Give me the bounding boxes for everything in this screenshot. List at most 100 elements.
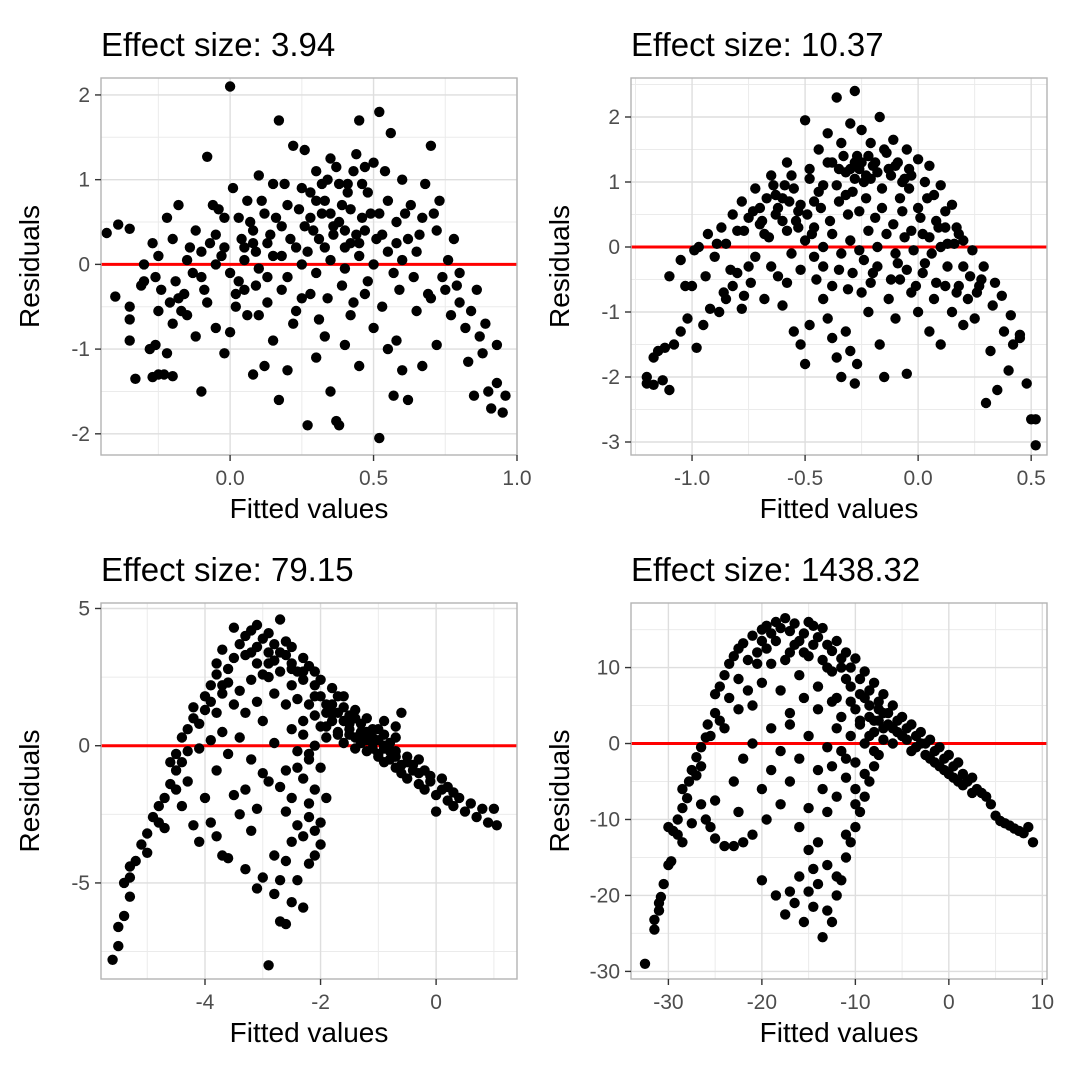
data-point xyxy=(981,791,992,802)
data-point xyxy=(817,622,828,634)
data-point xyxy=(282,199,293,211)
y-axis-title: Residuals xyxy=(14,730,45,853)
data-point xyxy=(803,886,814,897)
data-point xyxy=(176,757,188,768)
data-point xyxy=(919,258,931,269)
data-point xyxy=(199,284,210,295)
data-point xyxy=(388,390,399,401)
data-point xyxy=(362,187,373,198)
data-point xyxy=(296,182,307,194)
data-point xyxy=(434,195,445,206)
data-point xyxy=(728,651,739,662)
data-point xyxy=(850,704,861,715)
data-point xyxy=(943,768,954,780)
data-point xyxy=(179,288,190,300)
data-point xyxy=(989,277,1001,288)
data-point xyxy=(130,855,141,867)
data-point xyxy=(356,212,368,223)
data-point xyxy=(299,144,310,156)
data-point xyxy=(390,721,401,732)
data-point xyxy=(700,271,711,282)
data-point xyxy=(477,803,488,814)
data-point xyxy=(477,348,488,359)
data-point xyxy=(964,271,976,282)
data-point xyxy=(677,802,688,814)
data-point xyxy=(686,818,697,829)
data-point xyxy=(775,622,786,634)
data-point xyxy=(854,245,865,256)
data-point xyxy=(256,195,267,206)
data-point xyxy=(211,831,222,842)
data-point xyxy=(234,809,245,820)
data-point xyxy=(742,685,754,696)
data-point xyxy=(239,284,250,295)
data-point xyxy=(780,654,791,666)
data-point xyxy=(425,140,437,151)
data-point xyxy=(267,250,279,262)
data-point xyxy=(188,702,199,713)
data-point xyxy=(826,645,838,657)
data-point xyxy=(798,647,810,658)
data-point xyxy=(896,730,908,742)
data-point xyxy=(359,288,371,300)
data-point xyxy=(279,178,290,190)
data-point xyxy=(798,628,810,639)
data-point xyxy=(222,677,234,688)
data-point xyxy=(702,719,713,730)
data-point xyxy=(992,384,1003,396)
data-point xyxy=(263,647,274,658)
data-point xyxy=(666,856,677,867)
x-tick-label: -0.5 xyxy=(787,467,823,490)
panel-background xyxy=(101,78,517,455)
data-point xyxy=(865,173,876,184)
data-point xyxy=(371,233,382,245)
data-point xyxy=(368,259,379,270)
data-point xyxy=(901,144,912,155)
data-point xyxy=(924,734,936,745)
data-point xyxy=(465,305,477,317)
data-point xyxy=(247,225,259,236)
data-point xyxy=(695,742,707,753)
data-point xyxy=(856,287,867,298)
y-tick-label: -5 xyxy=(71,872,90,895)
data-point xyxy=(864,685,875,696)
data-point xyxy=(142,847,153,858)
data-point xyxy=(269,850,280,861)
data-point xyxy=(812,632,824,643)
data-point xyxy=(262,271,273,283)
data-point xyxy=(831,352,842,363)
data-point xyxy=(150,271,161,283)
data-point xyxy=(351,149,362,160)
data-point xyxy=(794,753,805,764)
data-point xyxy=(311,352,322,363)
data-point xyxy=(836,137,847,149)
data-point xyxy=(827,332,838,344)
data-point xyxy=(931,277,942,288)
data-point xyxy=(205,735,216,746)
data-point xyxy=(124,314,135,325)
data-point xyxy=(217,726,228,738)
data-point xyxy=(775,745,786,757)
data-point xyxy=(242,195,253,206)
data-point xyxy=(161,212,173,223)
x-tick-label: 0 xyxy=(430,991,442,1014)
x-tick-label: 0.0 xyxy=(904,467,933,490)
data-point xyxy=(176,800,188,812)
data-point xyxy=(194,836,205,847)
data-point xyxy=(768,180,779,191)
data-point xyxy=(788,326,799,337)
data-point xyxy=(874,339,885,350)
data-point xyxy=(845,730,856,742)
data-point xyxy=(164,297,176,308)
data-point xyxy=(704,303,716,314)
data-point xyxy=(817,932,828,943)
data-point xyxy=(339,339,351,351)
data-point xyxy=(491,377,503,389)
data-point xyxy=(1023,821,1034,833)
data-point xyxy=(210,229,221,240)
data-point xyxy=(440,284,451,295)
data-point xyxy=(234,639,245,650)
scatter-points xyxy=(101,81,511,444)
data-point xyxy=(384,754,396,765)
data-point xyxy=(890,313,901,324)
